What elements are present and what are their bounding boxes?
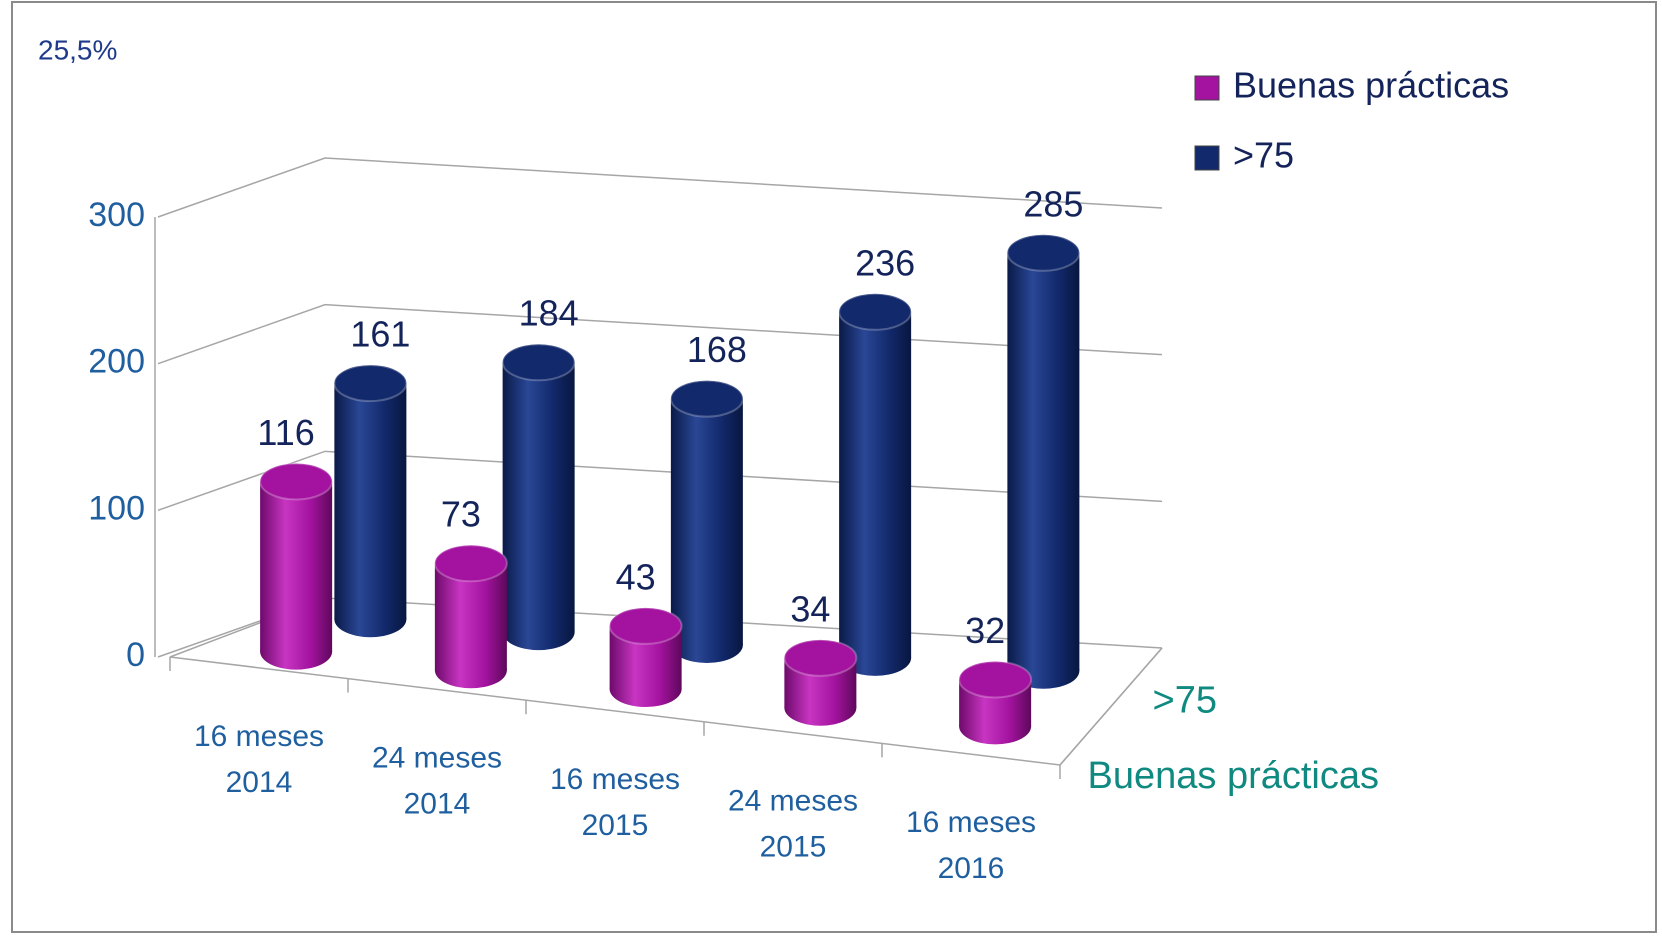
data-label: 285 [1023, 183, 1083, 224]
legend-swatch [1194, 75, 1220, 101]
y-tick-label: 100 [88, 489, 145, 527]
legend-swatch [1194, 145, 1220, 171]
bar-top [608, 606, 683, 645]
x-tick-line: 2014 [226, 766, 293, 799]
data-label: 161 [350, 314, 410, 355]
depth-axis [1059, 647, 1163, 766]
annotation: 25,5% [38, 34, 117, 65]
x-tick-label: 16 meses 2015 [550, 763, 680, 842]
bar-top [433, 544, 508, 583]
bar-body [260, 481, 333, 652]
y-tick-label: 0 [126, 636, 145, 674]
bar-top [669, 379, 744, 418]
x-tick-line: 2015 [760, 831, 827, 864]
bar [333, 364, 408, 638]
x-tick-label: 24 meses 2015 [728, 785, 858, 864]
data-label: 168 [687, 329, 747, 370]
bar [259, 462, 334, 670]
y-tick-label: 200 [88, 343, 145, 381]
data-label: 43 [616, 556, 656, 597]
bar [501, 343, 576, 651]
bar [608, 606, 683, 707]
x-tick-line: 16 meses [550, 763, 680, 796]
bar-body [839, 311, 912, 658]
depth-label: Buenas prácticas [1088, 755, 1380, 797]
x-tick-line: 16 meses [194, 720, 324, 753]
bar-top [1006, 233, 1081, 272]
depth-label: >75 [1153, 679, 1217, 721]
bar [958, 660, 1033, 745]
bar [838, 292, 913, 676]
data-label: 34 [790, 588, 830, 629]
bar [1006, 233, 1081, 689]
x-tick-line: 2014 [404, 787, 471, 820]
data-label: 73 [441, 494, 481, 535]
y-tick-label: 300 [88, 196, 145, 234]
bar-body [1007, 252, 1080, 671]
bar-top [838, 292, 913, 331]
legend-label: Buenas prácticas [1233, 65, 1509, 106]
x-tick-line: 24 meses [728, 785, 858, 818]
bar-top [783, 638, 858, 677]
data-label: 236 [855, 242, 915, 283]
bar-top [501, 343, 576, 382]
x-tick-line: 16 meses [906, 806, 1036, 839]
bar [669, 379, 744, 663]
bar [433, 544, 508, 689]
data-label: 184 [519, 293, 579, 334]
grid-line [157, 157, 1163, 218]
bar [783, 638, 858, 726]
bar-top [259, 462, 334, 501]
x-tick-line: 2016 [938, 852, 1005, 885]
x-tick-line: 2015 [582, 809, 649, 842]
bar-body [334, 383, 407, 620]
data-label: 32 [965, 610, 1005, 651]
bar-top [958, 660, 1033, 699]
bar-body [670, 398, 743, 645]
data-label: 116 [257, 412, 314, 453]
bar-body [502, 362, 575, 633]
bar-top [333, 364, 408, 403]
legend-label: >75 [1233, 135, 1294, 176]
x-tick-line: 24 meses [372, 741, 502, 774]
x-tick-label: 16 meses 2016 [906, 806, 1036, 885]
x-tick-label: 24 meses 2014 [372, 741, 502, 820]
x-tick-label: 16 meses 2014 [194, 720, 324, 799]
